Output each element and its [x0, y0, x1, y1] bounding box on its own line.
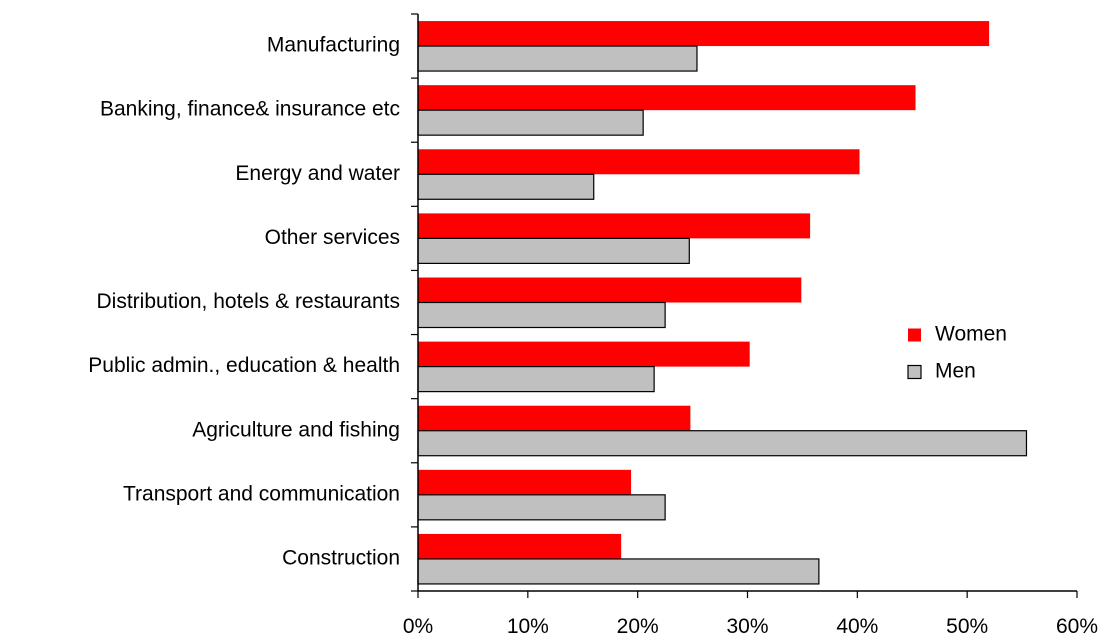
x-tick-label: 20% — [617, 615, 659, 638]
bar-women-transport-and-communication — [418, 469, 632, 495]
x-tick-label: 50% — [946, 615, 988, 638]
category-label: Distribution, hotels & restaurants — [97, 290, 400, 313]
bar-women-banking-finance-insurance-etc — [418, 85, 916, 111]
x-tick-label: 10% — [507, 615, 549, 638]
category-label: Manufacturing — [267, 34, 400, 57]
bar-women-energy-and-water — [418, 149, 860, 175]
bar-women-agriculture-and-fishing — [418, 405, 691, 431]
x-tick-label: 40% — [836, 615, 878, 638]
category-label: Public admin., education & health — [88, 354, 400, 377]
x-tick-labels: 0% 10% 20% 30% 40% 50% 60% — [403, 615, 1098, 638]
x-tick-label: 0% — [403, 615, 433, 638]
bar-men-manufacturing — [417, 45, 698, 72]
x-tick-label: 60% — [1056, 615, 1098, 638]
bar-men-agriculture-and-fishing — [417, 430, 1028, 457]
category-label: Other services — [265, 226, 400, 249]
category-labels: Manufacturing Banking, finance& insurance… — [88, 34, 400, 570]
bar-women-public-admin-education-health — [418, 341, 750, 367]
bars-layer — [417, 21, 1028, 585]
bar-men-transport-and-communication — [417, 494, 666, 521]
category-label: Transport and communication — [123, 482, 400, 505]
x-tick-label: 30% — [726, 615, 768, 638]
axes — [411, 13, 1078, 598]
legend-swatch-men — [907, 364, 922, 380]
bar-men-other-services — [417, 237, 690, 264]
legend-swatch-women — [908, 328, 921, 342]
legend-label-women: Women — [935, 323, 1007, 346]
bar-men-distribution-hotels-restaurants — [417, 301, 666, 329]
legend: Women Men — [907, 323, 1007, 383]
legend-label-men: Men — [935, 360, 976, 383]
category-label: Banking, finance& insurance etc — [100, 98, 400, 121]
category-label: Agriculture and fishing — [192, 418, 400, 441]
bar-women-manufacturing — [418, 21, 990, 47]
bar-women-other-services — [418, 213, 811, 239]
bar-women-construction — [418, 533, 622, 559]
bar-women-distribution-hotels-restaurants — [418, 277, 802, 303]
bar-men-energy-and-water — [417, 173, 595, 200]
bar-men-public-admin-education-health — [417, 366, 655, 393]
category-label: Construction — [282, 546, 400, 569]
category-label: Energy and water — [235, 162, 400, 185]
bar-men-construction — [417, 558, 820, 585]
bar-men-banking-finance-insurance-etc — [417, 109, 644, 136]
